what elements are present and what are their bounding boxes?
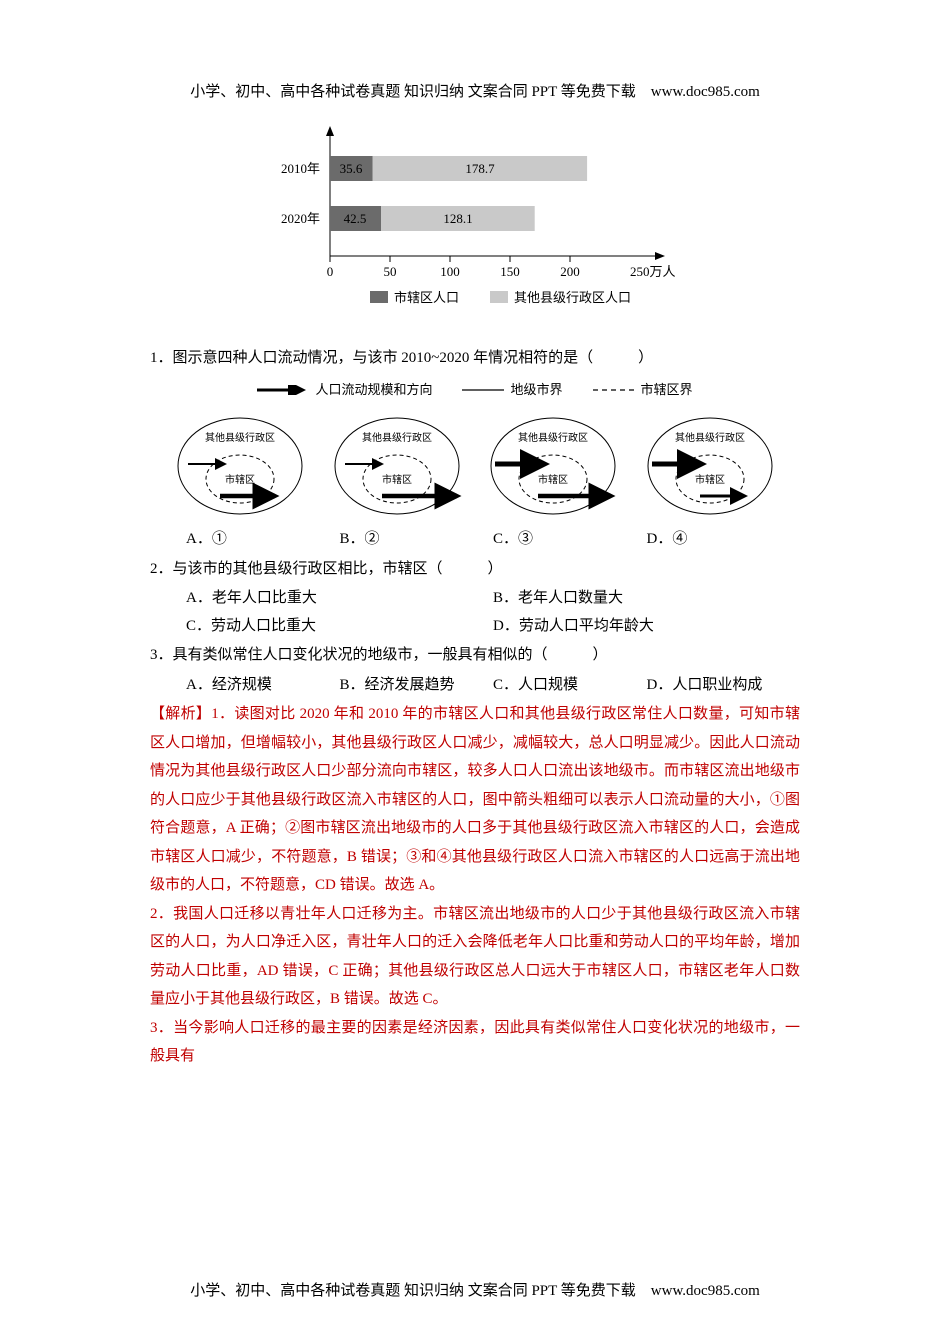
tick-200: 200	[560, 264, 580, 279]
analysis-p2: 2．我国人口迁移以青壮年人口迁移为主。市辖区流出地级市的人口少于其他县级行政区流…	[150, 900, 800, 1014]
q1-diagram-legend: 人口流动规模和方向 地级市界 市辖区界	[150, 379, 800, 401]
tick-50: 50	[384, 264, 397, 279]
q3-opt-b: B．经济发展趋势	[340, 673, 494, 699]
population-bar-chart: 0 50 100 150 200 250万人 35.6 178.7 2010年 …	[260, 126, 690, 316]
q1-opt-d: D．④	[647, 527, 801, 553]
legend-county: 其他县级行政区人口	[514, 290, 631, 305]
q2-opt-c: C．劳动人口比重大	[186, 614, 493, 640]
page-header: 小学、初中、高中各种试卷真题 知识归纳 文案合同 PPT 等免费下载 www.d…	[150, 80, 800, 106]
svg-text:市辖区: 市辖区	[695, 473, 725, 486]
q3-stem: 3．具有类似常住人口变化状况的地级市，一般具有相似的（ ）	[150, 643, 800, 669]
q2-opt-b: B．老年人口数量大	[493, 586, 800, 612]
tick-150: 150	[500, 264, 520, 279]
val-2010-c: 178.7	[465, 161, 495, 176]
q1-diagrams: 其他县级行政区 市辖区 其他县级行政区 市辖区 其他县级行政区 市辖区	[170, 411, 780, 521]
svg-text:市辖区: 市辖区	[538, 473, 568, 486]
diagram-3: 其他县级行政区 市辖区	[483, 411, 623, 521]
cat-2020: 2020年	[281, 211, 320, 226]
svg-text:市辖区: 市辖区	[225, 473, 255, 486]
legend-outer: 地级市界	[510, 379, 562, 401]
legend-flow: 人口流动规模和方向	[315, 379, 432, 401]
cat-2010: 2010年	[281, 161, 320, 176]
svg-text:市辖区: 市辖区	[382, 473, 412, 486]
analysis-p3: 3．当今影响人口迁移的最主要的因素是经济因素，因此具有类似常住人口变化状况的地级…	[150, 1014, 800, 1071]
svg-text:其他县级行政区: 其他县级行政区	[205, 431, 275, 444]
tick-100: 100	[440, 264, 460, 279]
q2-opt-a: A．老年人口比重大	[186, 586, 493, 612]
analysis-label: 【解析】	[150, 706, 211, 722]
diagram-2: 其他县级行政区 市辖区	[327, 411, 467, 521]
page-footer: 小学、初中、高中各种试卷真题 知识归纳 文案合同 PPT 等免费下载 www.d…	[0, 1279, 950, 1305]
svg-text:其他县级行政区: 其他县级行政区	[518, 431, 588, 444]
q1-opt-b: B．②	[340, 527, 494, 553]
q3-opt-d: D．人口职业构成	[647, 673, 801, 699]
analysis-p1: 1．读图对比 2020 年和 2010 年的市辖区人口和其他县级行政区常住人口数…	[150, 706, 800, 893]
svg-text:其他县级行政区: 其他县级行政区	[675, 431, 745, 444]
x-axis-label: 250万人	[630, 264, 676, 279]
q3-opt-a: A．经济规模	[186, 673, 340, 699]
q2-opt-d: D．劳动人口平均年龄大	[493, 614, 800, 640]
q3-opt-c: C．人口规模	[493, 673, 647, 699]
legend-district: 市辖区人口	[394, 290, 459, 305]
q2-stem: 2．与该市的其他县级行政区相比，市辖区（ ）	[150, 557, 800, 583]
q1-opt-a: A．①	[186, 527, 340, 553]
q1-stem: 1．图示意四种人口流动情况，与该市 2010~2020 年情况相符的是（ ）	[150, 346, 800, 372]
svg-text:其他县级行政区: 其他县级行政区	[362, 431, 432, 444]
analysis-block: 【解析】1．读图对比 2020 年和 2010 年的市辖区人口和其他县级行政区常…	[150, 700, 800, 1071]
q1-opt-c: C．③	[493, 527, 647, 553]
val-2020-c: 128.1	[443, 211, 472, 226]
val-2020-d: 42.5	[344, 211, 367, 226]
val-2010-d: 35.6	[340, 161, 363, 176]
diagram-1: 其他县级行政区 市辖区	[170, 411, 310, 521]
diagram-4: 其他县级行政区 市辖区	[640, 411, 780, 521]
legend-inner: 市辖区界	[641, 379, 693, 401]
tick-0: 0	[327, 264, 334, 279]
